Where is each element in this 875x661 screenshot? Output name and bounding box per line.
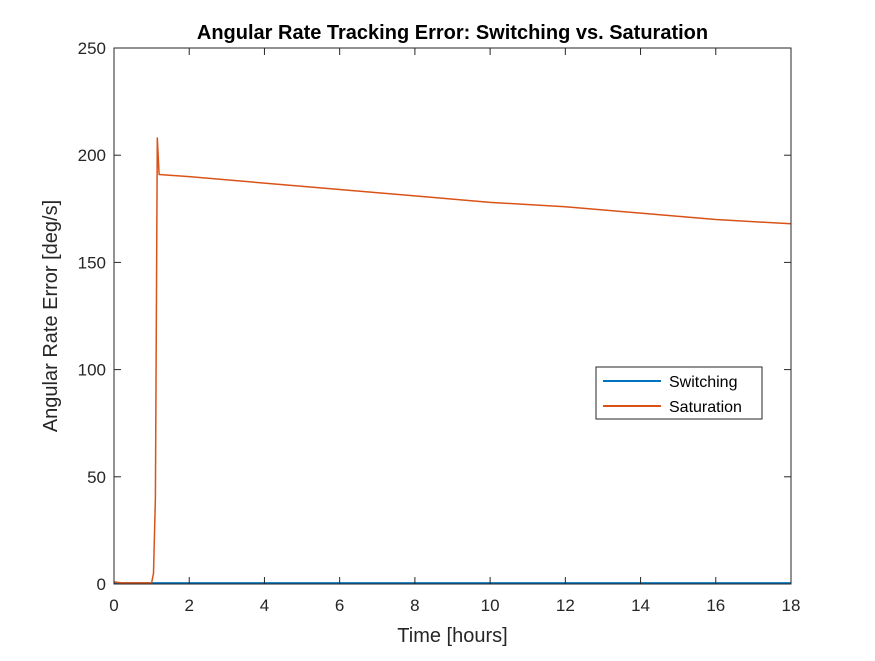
x-tick-label: 4 <box>260 596 269 615</box>
x-tick-label: 10 <box>481 596 500 615</box>
chart-title: Angular Rate Tracking Error: Switching v… <box>197 22 708 44</box>
x-tick-label: 6 <box>335 596 344 615</box>
y-tick-label: 50 <box>87 468 106 487</box>
x-tick-label: 16 <box>706 596 725 615</box>
plot-frame <box>113 47 792 585</box>
x-tick-label: 8 <box>410 596 419 615</box>
legend-label-switching: Switching <box>669 374 737 391</box>
x-tick-label: 2 <box>184 596 193 615</box>
y-tick-label: 100 <box>78 361 106 380</box>
y-tick-label: 150 <box>78 253 106 272</box>
series-line-saturation <box>113 137 792 584</box>
x-tick-label: 0 <box>109 596 118 615</box>
y-axis-title: Angular Rate Error [deg/s] <box>40 200 62 432</box>
legend: Switching Saturation <box>595 366 763 420</box>
x-tick-label: 14 <box>631 596 650 615</box>
tick-layer: 0 2 4 6 8 10 12 14 16 18 0 50 100 150 200 250 <box>78 39 801 615</box>
legend-label-saturation: Saturation <box>669 399 742 416</box>
x-tick-label: 12 <box>556 596 575 615</box>
legend-box <box>595 366 763 420</box>
x-axis-title: Time [hours] <box>397 625 507 647</box>
y-tick-label: 200 <box>78 146 106 165</box>
y-tick-label: 250 <box>78 39 106 58</box>
plot-area <box>114 48 791 584</box>
y-tick-label: 0 <box>97 575 106 594</box>
x-tick-label: 18 <box>782 596 801 615</box>
